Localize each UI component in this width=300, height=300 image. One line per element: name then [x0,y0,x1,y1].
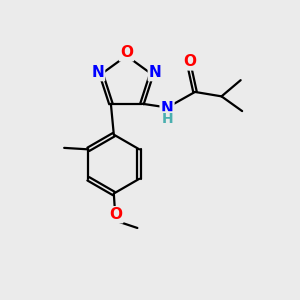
Text: N: N [149,65,162,80]
Text: H: H [162,112,173,126]
Text: O: O [183,54,196,69]
Text: N: N [161,100,173,116]
Text: O: O [110,207,122,222]
Text: O: O [120,45,133,60]
Text: N: N [91,65,104,80]
